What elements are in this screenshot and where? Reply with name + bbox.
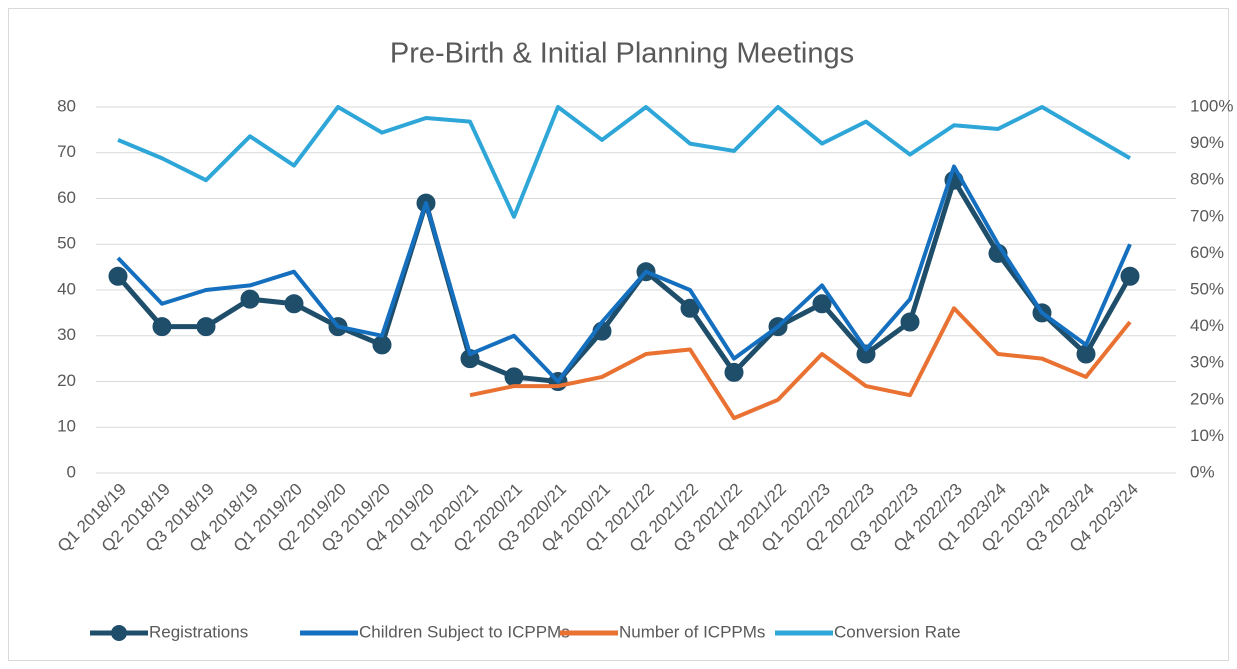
legend-label: Number of ICPPMs: [619, 622, 765, 641]
y-tick-label: 0: [67, 462, 76, 481]
y-tick-label: 50: [57, 234, 76, 253]
y2-tick-label: 90%: [1190, 133, 1224, 152]
y-tick-label: 20: [57, 371, 76, 390]
marker: [724, 362, 744, 382]
y2-tick-label: 70%: [1190, 206, 1224, 225]
series-line: [117, 105, 1132, 219]
marker: [812, 294, 832, 314]
legend-label: Conversion Rate: [834, 622, 961, 641]
series-line: [116, 164, 1132, 384]
legend-label: Children Subject to ICPPMs: [359, 622, 570, 641]
y2-tick-label: 60%: [1190, 243, 1224, 262]
y-tick-label: 70: [57, 142, 76, 161]
chart-border: [8, 8, 1229, 661]
y2-tick-label: 100%: [1190, 96, 1233, 115]
y-tick-label: 10: [57, 417, 76, 436]
y2-tick-label: 20%: [1190, 389, 1224, 408]
y2-tick-label: 10%: [1190, 426, 1224, 445]
chart-title: Pre-Birth & Initial Planning Meetings: [390, 38, 854, 70]
y-tick-label: 30: [57, 325, 76, 344]
marker: [680, 298, 700, 318]
marker: [240, 289, 260, 309]
legend-label: Registrations: [149, 622, 248, 641]
legend-marker: [111, 625, 127, 641]
marker: [152, 317, 172, 337]
marker: [1120, 266, 1140, 286]
marker: [900, 312, 920, 332]
y2-tick-label: 80%: [1190, 170, 1224, 189]
y2-tick-label: 30%: [1190, 353, 1224, 372]
series-line: [469, 306, 1132, 421]
marker: [372, 335, 392, 355]
marker: [108, 266, 128, 286]
marker: [196, 317, 216, 337]
marker: [504, 367, 524, 387]
y-tick-label: 60: [57, 188, 76, 207]
y-tick-label: 40: [57, 279, 76, 298]
y2-tick-label: 50%: [1190, 279, 1224, 298]
y-tick-label: 80: [57, 96, 76, 115]
y2-tick-label: 40%: [1190, 316, 1224, 335]
marker: [1076, 344, 1096, 364]
marker: [856, 344, 876, 364]
marker: [284, 294, 304, 314]
y2-tick-label: 0%: [1190, 462, 1215, 481]
